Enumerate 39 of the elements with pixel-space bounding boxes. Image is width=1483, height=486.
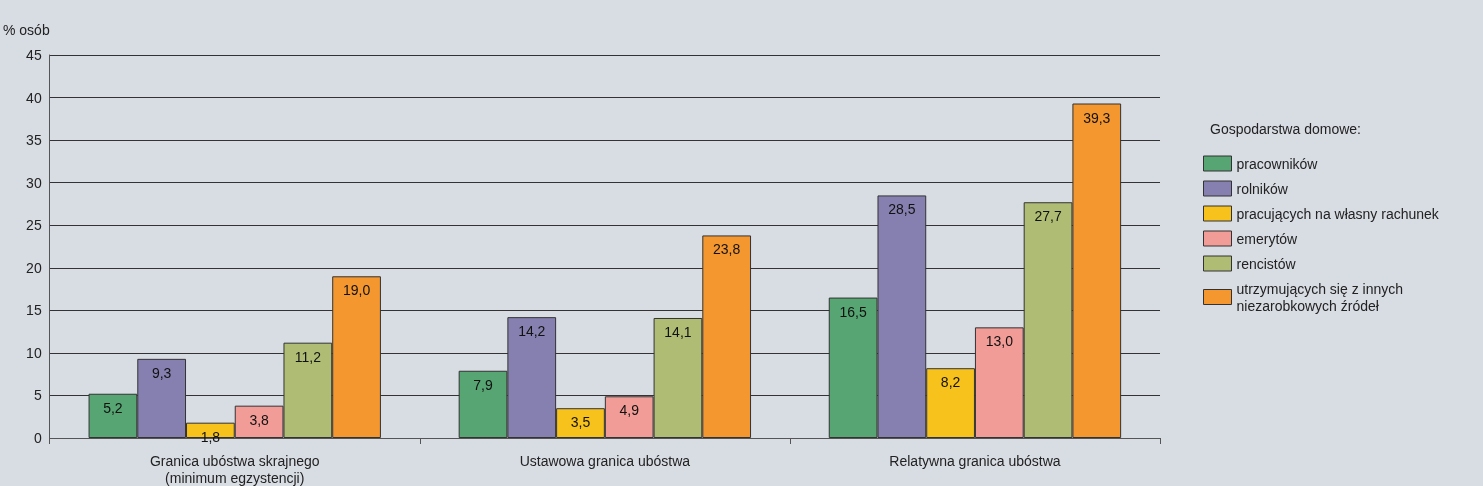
legend-label: emerytów [1236, 230, 1299, 247]
y-tick-label: 30 [26, 174, 42, 191]
data-label: 7,9 [473, 376, 493, 393]
y-tick-label: 40 [26, 89, 42, 106]
legend-title: Gospodarstwa domowe: [1210, 121, 1361, 137]
data-label: 8,2 [940, 374, 961, 391]
y-tick-label: 35 [26, 132, 42, 149]
data-label: 3,8 [249, 411, 270, 428]
x-tick-label: Ustawowa granica ubóstwa [519, 452, 691, 469]
x-tick-label: Relatywna granica ubóstwa [889, 452, 1061, 469]
data-label: 23,8 [713, 241, 741, 258]
x-tick-label: Granica ubóstwa skrajnego (minimum egzystencji) [149, 452, 320, 486]
data-label: 28,5 [888, 201, 916, 218]
data-label: 4,9 [619, 402, 640, 419]
data-label: 27,7 [1034, 208, 1062, 225]
y-tick-label: 0 [33, 430, 42, 446]
y-tick-label: 45 [26, 47, 42, 63]
legend-label: rolników [1236, 180, 1289, 197]
data-label: 11,2 [294, 348, 322, 365]
data-label: 1,8 [200, 428, 221, 445]
data-label: 19,0 [342, 282, 371, 299]
data-label: 39,3 [1083, 109, 1111, 126]
y-tick-label: 25 [26, 217, 42, 234]
y-tick-label: 15 [26, 302, 42, 319]
legend-label: pracowników [1236, 155, 1319, 172]
data-label: 13,0 [985, 333, 1014, 350]
y-axis-title: % osób [2, 22, 50, 38]
data-label: 9,3 [151, 364, 172, 381]
data-label: 5,2 [103, 399, 123, 416]
y-tick-label: 10 [26, 344, 42, 361]
y-tick-label: 20 [26, 259, 42, 276]
y-tick-label: 5 [33, 387, 42, 404]
legend-label: utrzymujących się z innych niezarobkowych źródeł [1236, 280, 1404, 314]
data-label: 14,1 [664, 323, 692, 340]
data-label: 14,2 [518, 323, 546, 340]
data-label: 3,5 [570, 414, 591, 431]
legend-label: rencistów [1236, 255, 1297, 272]
data-label: 16,5 [839, 303, 867, 320]
legend-label: pracujących na własny rachunek [1236, 205, 1440, 222]
